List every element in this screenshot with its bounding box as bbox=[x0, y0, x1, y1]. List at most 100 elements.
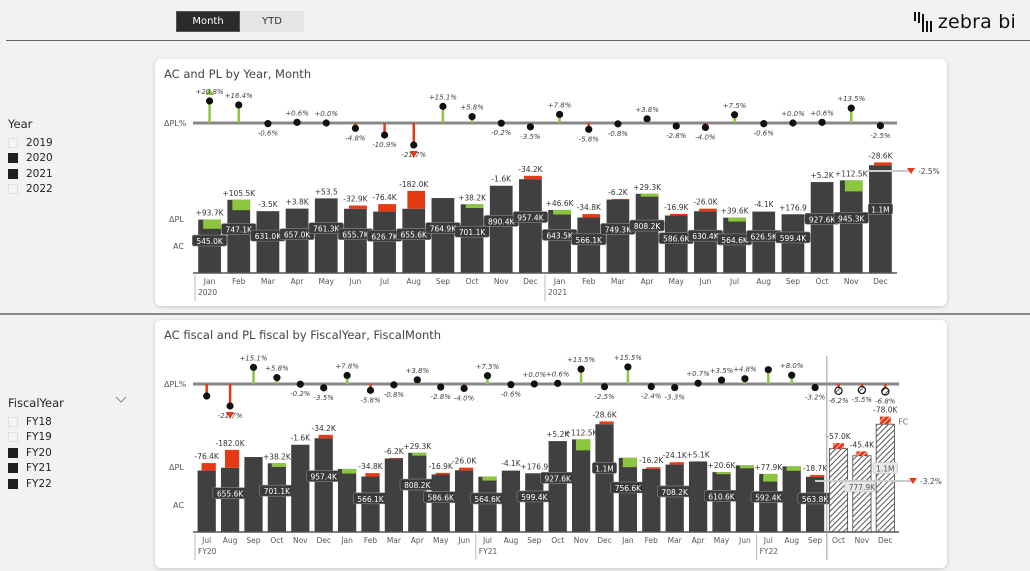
pct-marker[interactable] bbox=[320, 384, 328, 392]
delta-negative-bar[interactable] bbox=[201, 463, 216, 471]
pct-marker[interactable] bbox=[439, 102, 447, 110]
pct-marker[interactable] bbox=[647, 383, 655, 391]
slicer-item-fy21[interactable]: FY21 bbox=[8, 461, 128, 477]
ac-bar[interactable] bbox=[782, 466, 801, 532]
ac-bar[interactable] bbox=[752, 211, 776, 273]
slicer-item-fy20[interactable]: FY20 bbox=[8, 445, 128, 461]
delta-negative-bar[interactable] bbox=[699, 208, 717, 212]
pct-marker[interactable] bbox=[293, 118, 301, 126]
pct-marker[interactable] bbox=[585, 125, 593, 133]
delta-negative-bar[interactable] bbox=[809, 474, 825, 477]
delta-negative-bar[interactable] bbox=[879, 416, 891, 425]
delta-positive-bar[interactable] bbox=[271, 463, 287, 468]
pct-marker[interactable] bbox=[530, 380, 538, 388]
pct-marker[interactable] bbox=[614, 120, 622, 128]
ac-bar[interactable] bbox=[712, 472, 731, 532]
pct-marker[interactable] bbox=[507, 381, 515, 389]
delta-positive-bar[interactable] bbox=[716, 472, 731, 475]
ytd-button[interactable]: YTD bbox=[240, 11, 304, 32]
slicer-item-fy18[interactable]: FY18 bbox=[8, 414, 128, 430]
checkbox-unchecked[interactable] bbox=[8, 137, 18, 148]
ac-bar[interactable] bbox=[291, 444, 310, 532]
checkbox-unchecked[interactable] bbox=[8, 184, 18, 195]
ac-bar[interactable] bbox=[805, 476, 825, 532]
chevron-down-icon[interactable] bbox=[115, 396, 127, 407]
checkbox-unchecked[interactable] bbox=[8, 432, 18, 443]
delta-positive-bar[interactable] bbox=[575, 439, 591, 451]
ac-bar[interactable] bbox=[431, 198, 455, 273]
slicer-item-2022[interactable]: 2022 bbox=[8, 182, 53, 198]
checkbox-checked[interactable] bbox=[8, 168, 18, 179]
pct-marker[interactable] bbox=[555, 110, 564, 119]
month-button[interactable]: Month bbox=[176, 11, 240, 32]
ac-bar[interactable] bbox=[635, 193, 659, 273]
ac-bar[interactable] bbox=[244, 457, 263, 532]
ac-bar[interactable] bbox=[285, 208, 309, 273]
delta-negative-bar[interactable] bbox=[224, 449, 240, 468]
ac-bar[interactable] bbox=[227, 199, 251, 273]
delta-negative-bar[interactable] bbox=[646, 467, 661, 469]
ac-bar[interactable] bbox=[875, 423, 895, 533]
pct-marker[interactable] bbox=[577, 365, 585, 373]
pct-marker[interactable] bbox=[600, 383, 609, 391]
ac-bar[interactable] bbox=[759, 473, 778, 532]
pct-marker[interactable] bbox=[811, 383, 819, 392]
delta-positive-bar[interactable] bbox=[553, 209, 571, 215]
ac-bar[interactable] bbox=[839, 180, 863, 273]
slicer-item-2020[interactable]: 2020 bbox=[8, 151, 53, 167]
delta-positive-bar[interactable] bbox=[728, 217, 746, 222]
checkbox-checked[interactable] bbox=[8, 153, 18, 164]
ac-bar[interactable] bbox=[694, 211, 717, 273]
pct-marker[interactable] bbox=[390, 381, 398, 389]
ac-bar[interactable] bbox=[197, 470, 216, 532]
delta-positive-bar[interactable] bbox=[465, 204, 484, 209]
pct-marker[interactable] bbox=[380, 131, 389, 139]
pct-marker[interactable] bbox=[366, 386, 375, 394]
pct-marker[interactable] bbox=[818, 118, 826, 126]
delta-positive-bar[interactable] bbox=[739, 465, 755, 469]
pct-marker[interactable] bbox=[497, 119, 505, 127]
ac-bar[interactable] bbox=[361, 476, 380, 532]
ac-bar[interactable] bbox=[489, 185, 513, 273]
delta-negative-bar[interactable] bbox=[435, 472, 450, 475]
slicer-item-2019[interactable]: 2019 bbox=[8, 135, 53, 151]
ac-bar[interactable] bbox=[525, 473, 544, 532]
ac-bar[interactable] bbox=[723, 217, 746, 273]
ac-bar[interactable] bbox=[373, 211, 396, 273]
delta-negative-bar[interactable] bbox=[856, 451, 868, 456]
period-toggle[interactable]: Month YTD bbox=[176, 11, 304, 32]
pct-marker[interactable] bbox=[788, 371, 796, 379]
ac-bar[interactable] bbox=[642, 468, 661, 532]
pct-marker[interactable] bbox=[343, 371, 351, 380]
delta-negative-bar[interactable] bbox=[318, 434, 333, 439]
ac-bar[interactable] bbox=[810, 182, 834, 273]
ac-bar[interactable] bbox=[852, 455, 872, 533]
pct-marker[interactable] bbox=[671, 384, 679, 392]
delta-negative-bar[interactable] bbox=[349, 205, 367, 209]
ac-bar[interactable] bbox=[548, 209, 571, 273]
ac-bar[interactable] bbox=[606, 199, 630, 273]
pct-marker[interactable] bbox=[235, 101, 243, 109]
delta-negative-bar[interactable] bbox=[611, 198, 630, 200]
pct-marker[interactable] bbox=[643, 115, 651, 123]
slicer-item-fy22[interactable]: FY22 bbox=[8, 476, 128, 492]
ac-bar[interactable] bbox=[256, 211, 280, 273]
delta-positive-bar[interactable] bbox=[232, 199, 251, 211]
checkbox-checked[interactable] bbox=[8, 447, 18, 458]
pct-marker[interactable] bbox=[764, 366, 772, 374]
ac-bar[interactable] bbox=[519, 179, 542, 273]
delta-positive-bar[interactable] bbox=[844, 180, 863, 192]
checkbox-unchecked[interactable] bbox=[8, 416, 18, 427]
pct-marker[interactable] bbox=[789, 119, 797, 127]
ac-bar[interactable] bbox=[571, 439, 591, 532]
ac-bar[interactable] bbox=[781, 214, 805, 273]
pct-marker[interactable] bbox=[741, 375, 749, 383]
delta-positive-bar[interactable] bbox=[763, 473, 778, 482]
pct-marker[interactable] bbox=[624, 363, 632, 371]
pct-marker[interactable] bbox=[322, 119, 330, 127]
pct-marker[interactable] bbox=[413, 376, 421, 384]
pct-marker[interactable] bbox=[410, 141, 418, 149]
pct-marker[interactable] bbox=[468, 113, 476, 121]
delta-negative-bar[interactable] bbox=[833, 443, 844, 449]
ac-bar[interactable] bbox=[314, 198, 338, 273]
